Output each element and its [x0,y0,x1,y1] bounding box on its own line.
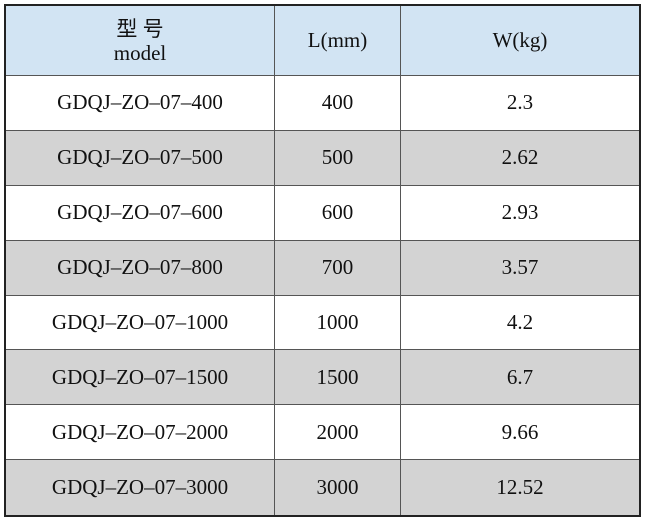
table-cell: 3.57 [401,240,639,296]
table-cell: 6.7 [401,350,639,406]
table-cell: GDQJ–ZO–07–3000 [6,460,275,515]
table-cell: 2.62 [401,130,639,186]
table-cell: 2000 [275,405,401,461]
table-cell: GDQJ–ZO–07–600 [6,185,275,241]
header-cell: L(mm) [275,6,401,76]
table-cell: GDQJ–ZO–07–2000 [6,405,275,461]
header-model-cn: 型 号 [116,16,164,41]
header-model-en: model [113,40,167,65]
table-cell: 12.52 [401,460,639,515]
header-cell: W(kg) [401,6,639,76]
spec-table: 型 号 model L(mm) W(kg) GDQJ–ZO–07–400 400 2… [4,4,641,517]
table-cell: 4.2 [401,296,639,351]
table-cell: 1000 [275,295,401,351]
table-cell: 1500 [275,350,401,406]
table-cell: GDQJ–ZO–07–400 [6,76,275,131]
table-cell: 700 [275,240,401,296]
table-cell: 600 [275,185,401,241]
table-cell: GDQJ–ZO–07–500 [6,130,275,186]
table-cell: 3000 [275,460,401,515]
table-cell: GDQJ–ZO–07–800 [6,240,275,296]
header-cell: 型 号 model [6,6,275,76]
table-cell: 9.66 [401,405,639,461]
table-cell: 2.93 [401,186,639,241]
table-cell: 500 [275,130,401,186]
table-cell: 2.3 [401,76,639,131]
table-cell: GDQJ–ZO–07–1000 [6,295,275,351]
table-cell: 400 [275,76,401,131]
table-cell: GDQJ–ZO–07–1500 [6,350,275,406]
